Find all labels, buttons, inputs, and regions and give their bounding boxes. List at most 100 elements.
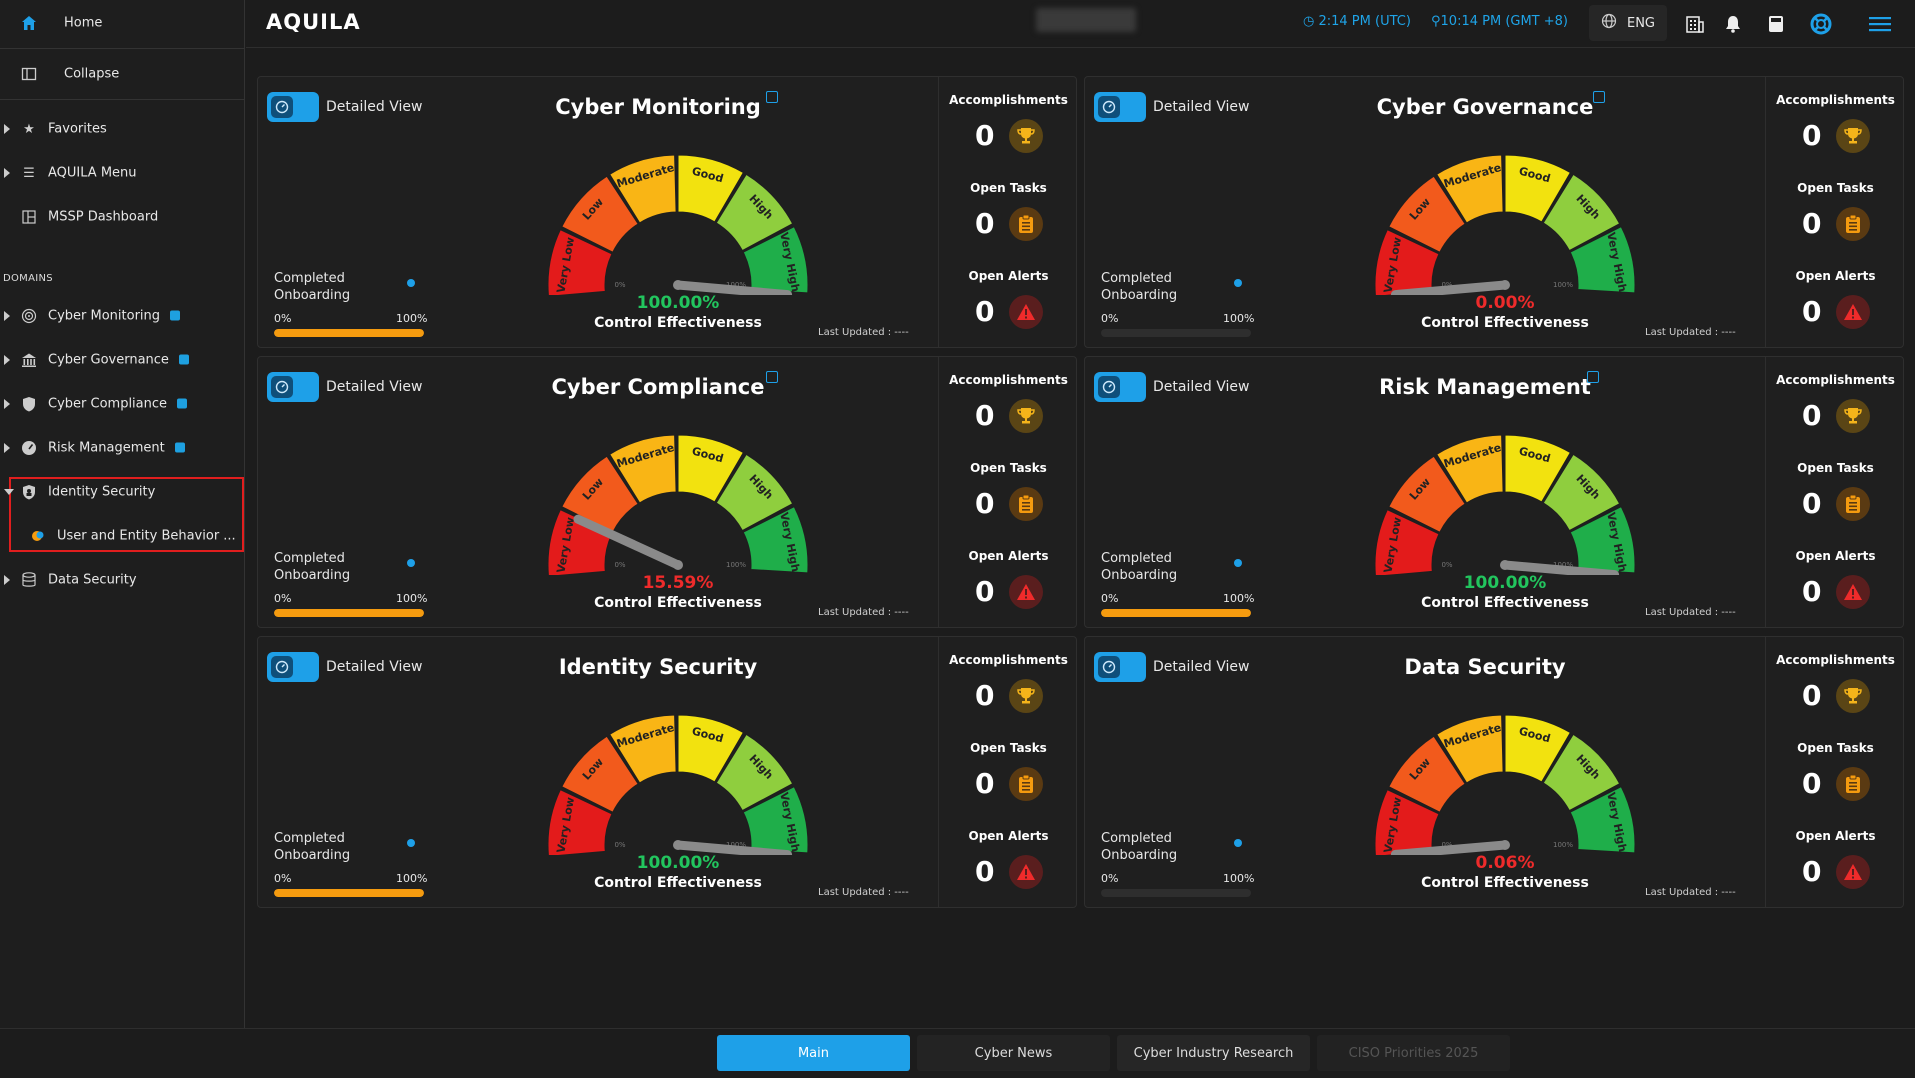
external-link-icon[interactable] xyxy=(174,442,185,452)
sidebar-item-identity-security[interactable]: Identity Security xyxy=(0,472,245,512)
onboarding-max-label: 100% xyxy=(1223,312,1255,325)
open-tasks-label: Open Tasks xyxy=(970,741,1047,755)
open-tasks-stat[interactable]: Open Tasks 0 xyxy=(939,445,1078,533)
bottom-tab-bar: Main Cyber News Cyber Industry Research … xyxy=(0,1028,1915,1078)
clock-icon: ◷ xyxy=(1303,14,1315,29)
accomplishments-stat[interactable]: Accomplishments 0 xyxy=(939,637,1078,725)
sidebar-item-data-security[interactable]: Data Security xyxy=(0,560,245,600)
open-alerts-stat[interactable]: Open Alerts 0 xyxy=(939,533,1078,621)
open-alerts-stat[interactable]: Open Alerts 0 xyxy=(939,813,1078,901)
sidebar-item-favorites[interactable]: ★ Favorites xyxy=(0,109,245,149)
last-updated: Last Updated : ---- xyxy=(818,327,909,338)
panel-cyber-compliance: Detailed View Cyber Compliance Very Low L… xyxy=(257,356,1077,628)
open-alerts-stat[interactable]: Open Alerts 0 xyxy=(939,253,1078,341)
onboarding-max-label: 100% xyxy=(396,592,428,605)
tab-main[interactable]: Main xyxy=(717,1035,910,1071)
sidebar-item-aquila-menu[interactable]: ☰ AQUILA Menu xyxy=(0,153,245,193)
info-icon[interactable] xyxy=(407,559,415,567)
accomplishments-stat[interactable]: Accomplishments 0 xyxy=(1766,357,1905,445)
language-selector[interactable]: ENG xyxy=(1589,5,1667,41)
open-alerts-stat[interactable]: Open Alerts 0 xyxy=(1766,813,1905,901)
info-icon[interactable] xyxy=(1234,839,1242,847)
tab-cyber-news[interactable]: Cyber News xyxy=(917,1035,1110,1071)
sidebar-item-mssp-dashboard[interactable]: MSSP Dashboard xyxy=(0,197,245,237)
open-alerts-label: Open Alerts xyxy=(968,549,1049,563)
sidebar-item-home[interactable]: Home xyxy=(0,3,245,43)
control-effectiveness-label: Control Effectiveness xyxy=(1421,875,1589,891)
info-icon[interactable] xyxy=(407,839,415,847)
caret-right-icon xyxy=(4,168,10,178)
gauge-container: Very Low Low Moderate Good High Very High 0% … xyxy=(528,405,828,577)
open-alerts-label: Open Alerts xyxy=(1795,549,1876,563)
accomplishments-stat[interactable]: Accomplishments 0 xyxy=(939,77,1078,165)
open-tasks-stat[interactable]: Open Tasks 0 xyxy=(939,165,1078,253)
external-link-icon[interactable] xyxy=(170,310,181,320)
tab-cyber-industry-research[interactable]: Cyber Industry Research xyxy=(1117,1035,1310,1071)
open-alerts-count: 0 xyxy=(1802,575,1822,608)
building-icon[interactable] xyxy=(1684,13,1706,35)
detailed-view-toggle[interactable] xyxy=(267,92,319,122)
open-alerts-stat[interactable]: Open Alerts 0 xyxy=(1766,533,1905,621)
gauge-icon xyxy=(271,376,293,398)
dashboard-icon xyxy=(20,208,38,226)
warning-icon xyxy=(1836,575,1870,609)
radar-icon xyxy=(20,307,38,325)
detailed-view-toggle[interactable] xyxy=(267,372,319,402)
open-tasks-stat[interactable]: Open Tasks 0 xyxy=(939,725,1078,813)
domains-heading: DOMAINS xyxy=(3,273,53,284)
onboarding-progress-fill xyxy=(274,329,424,337)
support-lifebuoy-icon[interactable] xyxy=(1810,13,1832,35)
last-updated: Last Updated : ---- xyxy=(1645,327,1736,338)
onboarding-max-label: 100% xyxy=(396,312,428,325)
sidebar-item-ueba[interactable]: User and Entity Behavior ... xyxy=(0,516,245,556)
open-tasks-stat[interactable]: Open Tasks 0 xyxy=(1766,165,1905,253)
open-tasks-label: Open Tasks xyxy=(970,181,1047,195)
external-link-icon[interactable] xyxy=(1587,371,1600,383)
gauge-needle xyxy=(1390,840,1510,859)
sidebar-item-cyber-compliance[interactable]: Cyber Compliance xyxy=(0,384,245,424)
open-alerts-stat[interactable]: Open Alerts 0 xyxy=(1766,253,1905,341)
sidebar-item-cyber-monitoring[interactable]: Cyber Monitoring xyxy=(0,296,245,336)
sidebar-item-collapse[interactable]: Collapse xyxy=(0,54,245,94)
detailed-view-toggle[interactable] xyxy=(267,652,319,682)
onboarding-min-label: 0% xyxy=(274,312,292,325)
open-tasks-stat[interactable]: Open Tasks 0 xyxy=(1766,445,1905,533)
accomplishments-stat[interactable]: Accomplishments 0 xyxy=(939,357,1078,445)
panel-cyber-governance: Detailed View Cyber Governance Very Low L… xyxy=(1084,76,1904,348)
external-link-icon[interactable] xyxy=(177,398,188,408)
app-logo[interactable]: AQUILA xyxy=(266,10,361,34)
open-alerts-count: 0 xyxy=(1802,295,1822,328)
sidebar-item-risk-management[interactable]: Risk Management xyxy=(0,428,245,468)
detailed-view-toggle[interactable] xyxy=(1094,372,1146,402)
accomplishments-stat[interactable]: Accomplishments 0 xyxy=(1766,637,1905,725)
caret-right-icon xyxy=(4,311,10,321)
detailed-view-toggle[interactable] xyxy=(1094,652,1146,682)
panel-stats: Accomplishments 0 Open Tasks 0 Open Aler… xyxy=(1765,357,1904,627)
info-icon[interactable] xyxy=(1234,279,1242,287)
external-link-icon[interactable] xyxy=(766,91,779,103)
onboarding-min-label: 0% xyxy=(274,872,292,885)
info-icon[interactable] xyxy=(1234,559,1242,567)
info-icon[interactable] xyxy=(407,279,415,287)
open-tasks-stat[interactable]: Open Tasks 0 xyxy=(1766,725,1905,813)
onboarding-min-label: 0% xyxy=(274,592,292,605)
external-link-icon[interactable] xyxy=(766,371,779,383)
completed-onboarding-label: Completed Onboarding xyxy=(274,831,351,863)
sidebar-item-cyber-governance[interactable]: Cyber Governance xyxy=(0,340,245,380)
accomplishments-label: Accomplishments xyxy=(949,373,1068,387)
detailed-view-toggle[interactable] xyxy=(1094,92,1146,122)
caret-right-icon xyxy=(4,575,10,585)
hamburger-menu-icon[interactable] xyxy=(1869,13,1891,35)
star-icon: ★ xyxy=(23,121,35,137)
calculator-icon[interactable] xyxy=(1765,13,1787,35)
tab-ciso-priorities-2025[interactable]: CISO Priorities 2025 xyxy=(1317,1035,1510,1071)
external-link-icon[interactable] xyxy=(178,354,189,364)
accomplishments-stat[interactable]: Accomplishments 0 xyxy=(1766,77,1905,165)
bell-icon[interactable] xyxy=(1722,13,1744,35)
detailed-view-label: Detailed View xyxy=(1153,379,1250,395)
external-link-icon[interactable] xyxy=(1593,91,1606,103)
panel-cyber-monitoring: Detailed View Cyber Monitoring Very Low L… xyxy=(257,76,1077,348)
completed-onboarding-label: Completed Onboarding xyxy=(274,271,351,303)
last-updated: Last Updated : ---- xyxy=(818,607,909,618)
